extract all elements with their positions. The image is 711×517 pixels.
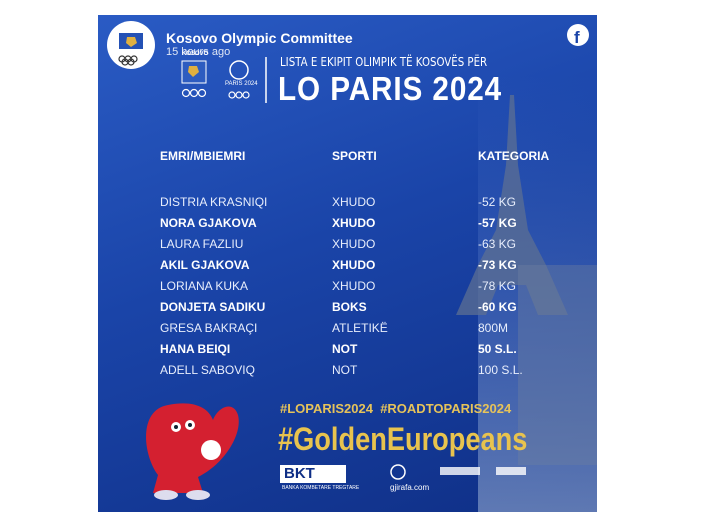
- table-cell: HANA BEIQI: [160, 342, 231, 356]
- timestamp[interactable]: 15 hours ago: [166, 46, 231, 58]
- table-cell: BOKS: [332, 300, 367, 314]
- table-cell: XHUDO: [332, 195, 376, 209]
- post-image: f Kosovo Olympic Committee 15 hours ago …: [98, 15, 597, 512]
- table-cell: XHUDO: [332, 258, 376, 272]
- table-cell: GRESA BAKRAÇI: [160, 321, 258, 335]
- table-cell: NORA GJAKOVA: [160, 216, 257, 230]
- title: LO PARIS 2024: [278, 70, 503, 107]
- table-cell: NOT: [332, 342, 358, 356]
- table-cell: ATLETIKË: [332, 321, 388, 335]
- table-cell: LAURA FAZLIU: [160, 237, 244, 251]
- logo-text: KOSOVO: [182, 51, 209, 57]
- slogan: #GoldenEuropeans: [278, 421, 528, 457]
- table-cell: DONJETA SADIKU: [160, 300, 266, 314]
- column-header: EMRI/MBIEMRI: [160, 149, 246, 163]
- table-cell: AKIL GJAKOVA: [160, 258, 250, 272]
- table-cell: -52 KG: [478, 195, 517, 209]
- subtitle: LISTA E EKIPIT OLIMPIK TË KOSOVËS PËR: [280, 55, 488, 69]
- table-cell: ADELL SABOVIQ: [160, 363, 255, 377]
- table-cell: DISTRIA KRASNIQI: [160, 195, 268, 209]
- table-cell: 50 S.L.: [478, 342, 517, 356]
- decoration: f: [107, 21, 597, 512]
- table-cell: -78 KG: [478, 279, 517, 293]
- mascot: [146, 403, 239, 500]
- column-header: KATEGORIA: [478, 149, 550, 163]
- table-cell: -73 KG: [478, 258, 517, 272]
- table-cell: 800M: [478, 321, 509, 335]
- sponsor-gjirafa: gjirafa.com: [390, 483, 430, 492]
- table-cell: XHUDO: [332, 237, 376, 251]
- table-cell: -63 KG: [478, 237, 517, 251]
- table-cell: NOT: [332, 363, 358, 377]
- sponsor-bkt: BKT: [284, 465, 315, 482]
- table-cell: XHUDO: [332, 216, 376, 230]
- table-cell: -60 KG: [478, 300, 517, 314]
- svg-text:f: f: [574, 28, 580, 47]
- column-header: SPORTI: [332, 149, 377, 163]
- sponsor-bank: BANKA KOMBETARE TREGTARE: [282, 485, 360, 491]
- table-cell: 100 S.L.: [478, 363, 523, 377]
- author[interactable]: Kosovo Olympic Committee: [166, 30, 353, 46]
- hashtags: #LOPARIS2024 #ROADTOPARIS2024: [280, 401, 512, 416]
- table-cell: LORIANA KUKA: [160, 279, 249, 293]
- table-cell: -57 KG: [478, 216, 517, 230]
- facebook-icon[interactable]: [567, 24, 589, 46]
- table-cell: XHUDO: [332, 279, 376, 293]
- paris-logo-text: PARIS 2024: [225, 81, 258, 87]
- eiffel-tower: [456, 95, 568, 315]
